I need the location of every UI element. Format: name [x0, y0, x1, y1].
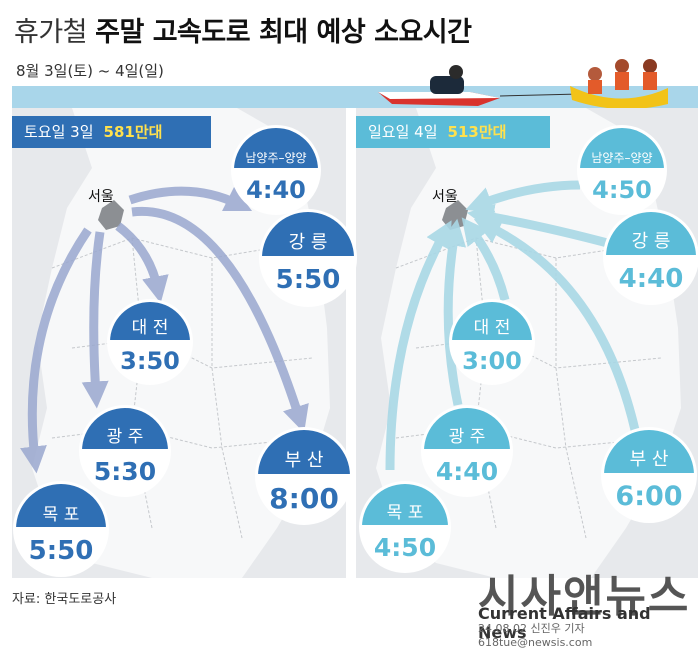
badge-city: 부 산	[258, 430, 350, 475]
saturday-label: 토요일 3일	[24, 123, 94, 141]
sunday-badge-mokpo: 목 포 4:50	[362, 484, 448, 570]
saturday-badge-gangneung: 강 릉 5:50	[262, 212, 354, 304]
badge-city: 광 주	[424, 408, 510, 450]
badge-city: 부 산	[604, 430, 694, 474]
badge-time: 6:00	[615, 481, 683, 513]
seoul-label-sunday: 서울	[432, 189, 458, 205]
page-title: 휴가철 주말 고속도로 최대 예상 소요시간	[14, 10, 472, 49]
badge-city: 대 전	[110, 302, 190, 341]
title-main: 주말 고속도로 최대 예상 소요시간	[95, 17, 472, 48]
badge-city: 목 포	[16, 484, 106, 528]
badge-time: 5:50	[28, 535, 94, 566]
saturday-header: 토요일 3일 581만대	[12, 116, 211, 148]
date-range: 8월 3일(토) ~ 4일(일)	[16, 62, 164, 80]
badge-time: 4:50	[592, 176, 652, 205]
badge-time: 4:40	[246, 176, 306, 205]
saturday-traffic: 581만대	[103, 123, 163, 141]
badge-time: 3:00	[462, 347, 522, 376]
badge-city: 광 주	[82, 408, 168, 450]
badge-city: 남양주–양양	[234, 128, 318, 169]
sunday-badge-gwangju: 광 주 4:40	[424, 408, 510, 494]
sunday-traffic: 513만대	[447, 123, 507, 141]
water-strip	[12, 86, 698, 108]
badge-city: 강 릉	[606, 212, 696, 256]
badge-time: 4:40	[435, 457, 499, 487]
sunday-badge-busan: 부 산 6:00	[604, 430, 694, 520]
badge-city: 목 포	[362, 484, 448, 526]
badge-time: 4:40	[618, 263, 684, 294]
title-prefix: 휴가철	[14, 17, 88, 48]
sunday-header: 일요일 4일 513만대	[356, 116, 550, 148]
badge-time: 8:00	[269, 481, 339, 515]
sunday-badge-daejeon: 대 전 3:00	[452, 302, 532, 382]
badge-city: 대 전	[452, 302, 532, 341]
saturday-badge-daejeon: 대 전 3:50	[110, 302, 190, 382]
sunday-badge-gangneung: 강 릉 4:40	[606, 212, 696, 302]
seoul-label-saturday: 서울	[88, 189, 114, 205]
badge-time: 3:50	[120, 347, 180, 376]
badge-time: 5:30	[93, 457, 157, 487]
badge-time: 5:50	[275, 265, 341, 296]
saturday-badge-yangyang: 남양주–양양 4:40	[234, 128, 318, 212]
publisher-logo: 시사앤뉴스	[478, 571, 691, 622]
sunday-label: 일요일 4일	[368, 123, 438, 141]
credit-line: 24.08.02 신진우 기자 618tue@newsis.com	[478, 622, 593, 649]
sunday-badge-yangyang: 남양주–양양 4:50	[580, 128, 664, 212]
badge-city: 남양주–양양	[580, 128, 664, 169]
saturday-badge-gwangju: 광 주 5:30	[82, 408, 168, 494]
saturday-badge-busan: 부 산 8:00	[258, 430, 350, 522]
source-note: 자료: 한국도로공사	[12, 592, 117, 607]
saturday-badge-mokpo: 목 포 5:50	[16, 484, 106, 574]
badge-time: 4:50	[373, 533, 437, 563]
badge-city: 강 릉	[262, 212, 354, 257]
